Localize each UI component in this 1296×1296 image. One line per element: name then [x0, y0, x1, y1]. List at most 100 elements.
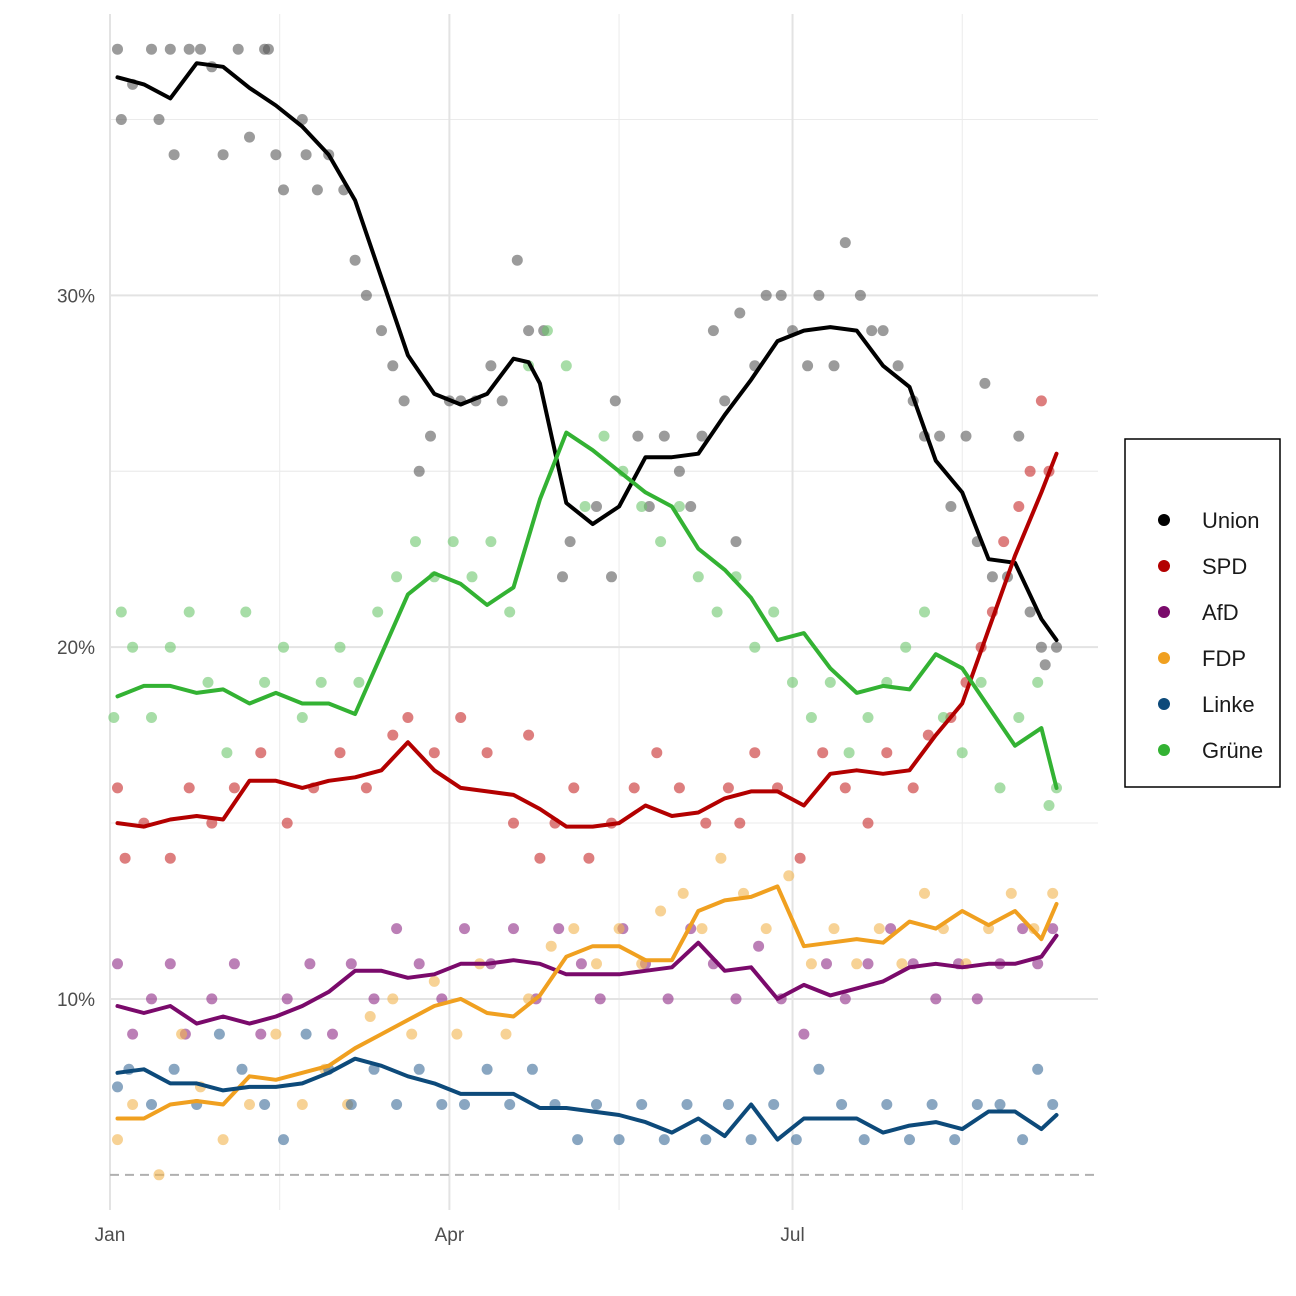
poll-point-grüne — [900, 641, 912, 653]
poll-point-linke — [858, 1134, 870, 1146]
poll-point-grüne — [315, 676, 327, 688]
poll-point-linke — [790, 1134, 802, 1146]
poll-point-linke — [904, 1134, 915, 1146]
poll-point-fdp — [655, 905, 667, 917]
poll-point-linke — [413, 1063, 425, 1075]
poll-point-fdp — [270, 1028, 282, 1040]
poll-point-linke — [994, 1099, 1006, 1110]
poll-point-union — [511, 254, 523, 266]
poll-point-grüne — [164, 641, 176, 653]
poll-point-union — [485, 360, 497, 372]
poll-point-linke — [768, 1099, 780, 1110]
poll-point-grüne — [504, 606, 516, 618]
poll-point-spd — [673, 782, 685, 794]
poll-point-spd — [700, 817, 712, 829]
poll-point-union — [564, 536, 576, 548]
poll-point-fdp — [760, 923, 772, 935]
poll-point-union — [606, 571, 617, 583]
trend-line-grüne — [115, 430, 1059, 790]
poll-point-afd — [345, 958, 357, 970]
poll-point-union — [945, 501, 957, 512]
poll-point-linke — [436, 1099, 448, 1110]
poll-point-grüne — [843, 747, 855, 759]
poll-point-fdp — [364, 1011, 376, 1022]
poll-point-spd — [334, 747, 346, 759]
poll-point-linke — [504, 1099, 516, 1110]
poll-point-union — [1035, 641, 1047, 653]
poll-point-fdp — [1047, 887, 1059, 899]
poll-point-afd — [112, 958, 123, 970]
poll-point-grüne — [711, 606, 723, 618]
trend-line-linke — [115, 1056, 1059, 1142]
poll-point-grüne — [296, 712, 308, 723]
poll-point-spd — [428, 747, 440, 759]
poll-point-afd — [228, 958, 240, 970]
poll-point-spd — [183, 782, 195, 794]
poll-point-union — [183, 43, 195, 55]
poll-point-spd — [119, 852, 131, 864]
poll-point-linke — [112, 1081, 123, 1093]
poll-point-afd — [304, 958, 316, 970]
x-tick-label: Apr — [435, 1225, 465, 1246]
poll-point-fdp — [919, 887, 930, 899]
poll-point-grüne — [994, 782, 1006, 794]
poll-point-union — [775, 289, 787, 301]
poll-point-union — [866, 325, 878, 337]
poll-point-afd — [1032, 958, 1044, 970]
poll-point-union — [685, 501, 697, 512]
poll-point-grüne — [353, 676, 365, 688]
poll-point-afd — [821, 958, 832, 970]
poll-point-union — [734, 307, 746, 319]
poll-point-linke — [1047, 1099, 1059, 1110]
legend-label-afd: AfD — [1202, 600, 1239, 625]
poll-point-afd — [459, 923, 470, 935]
poll-point-spd — [794, 852, 806, 864]
poll-point-union — [673, 465, 685, 477]
poll-point-grüne — [768, 606, 780, 618]
poll-point-union — [696, 430, 708, 442]
poll-point-union — [719, 395, 731, 407]
legend: Union SPD AfD FDP Linke Grüne — [1124, 438, 1281, 788]
poll-point-fdp — [805, 958, 817, 970]
poll-point-union — [300, 149, 312, 161]
poll-point-grüne — [240, 606, 252, 618]
poll-point-union — [986, 571, 998, 583]
poll-point-union — [164, 43, 176, 55]
poll-point-spd — [455, 712, 467, 723]
poll-point-union — [760, 289, 772, 301]
poll-point-grüne — [862, 712, 874, 723]
poll-point-union — [232, 43, 244, 55]
poll-point-afd — [146, 993, 157, 1005]
poll-point-grüne — [278, 641, 289, 653]
poll-point-linke — [572, 1134, 584, 1146]
poll-point-grüne — [692, 571, 704, 583]
minor-gridlines — [110, 14, 1098, 1210]
trend-line-afd — [115, 933, 1059, 1026]
poll-point-fdp — [873, 923, 885, 935]
poll-point-afd — [553, 923, 565, 935]
poll-point-union — [632, 430, 644, 442]
poll-point-linke — [836, 1099, 848, 1110]
poll-point-union — [658, 430, 670, 442]
poll-point-afd — [885, 923, 897, 935]
trend-line-spd — [115, 451, 1059, 829]
poll-point-union — [839, 237, 851, 249]
poll-point-grüne — [541, 325, 553, 337]
poll-point-afd — [164, 958, 176, 970]
poll-point-fdp — [296, 1099, 308, 1110]
poll-point-linke — [345, 1099, 357, 1110]
poll-point-fdp — [591, 958, 602, 970]
poll-point-grüne — [485, 536, 497, 548]
poll-point-union — [813, 289, 825, 301]
trend-lines — [115, 61, 1059, 1142]
poll-point-linke — [1017, 1134, 1029, 1146]
poll-point-spd — [281, 817, 293, 829]
poll-point-spd — [907, 782, 919, 794]
y-tick-label: 20% — [57, 638, 95, 659]
poll-point-afd — [1017, 923, 1029, 935]
poll-point-grüne — [975, 676, 987, 688]
poll-point-fdp — [568, 923, 580, 935]
poll-point-afd — [368, 993, 380, 1005]
poll-point-afd — [508, 923, 519, 935]
